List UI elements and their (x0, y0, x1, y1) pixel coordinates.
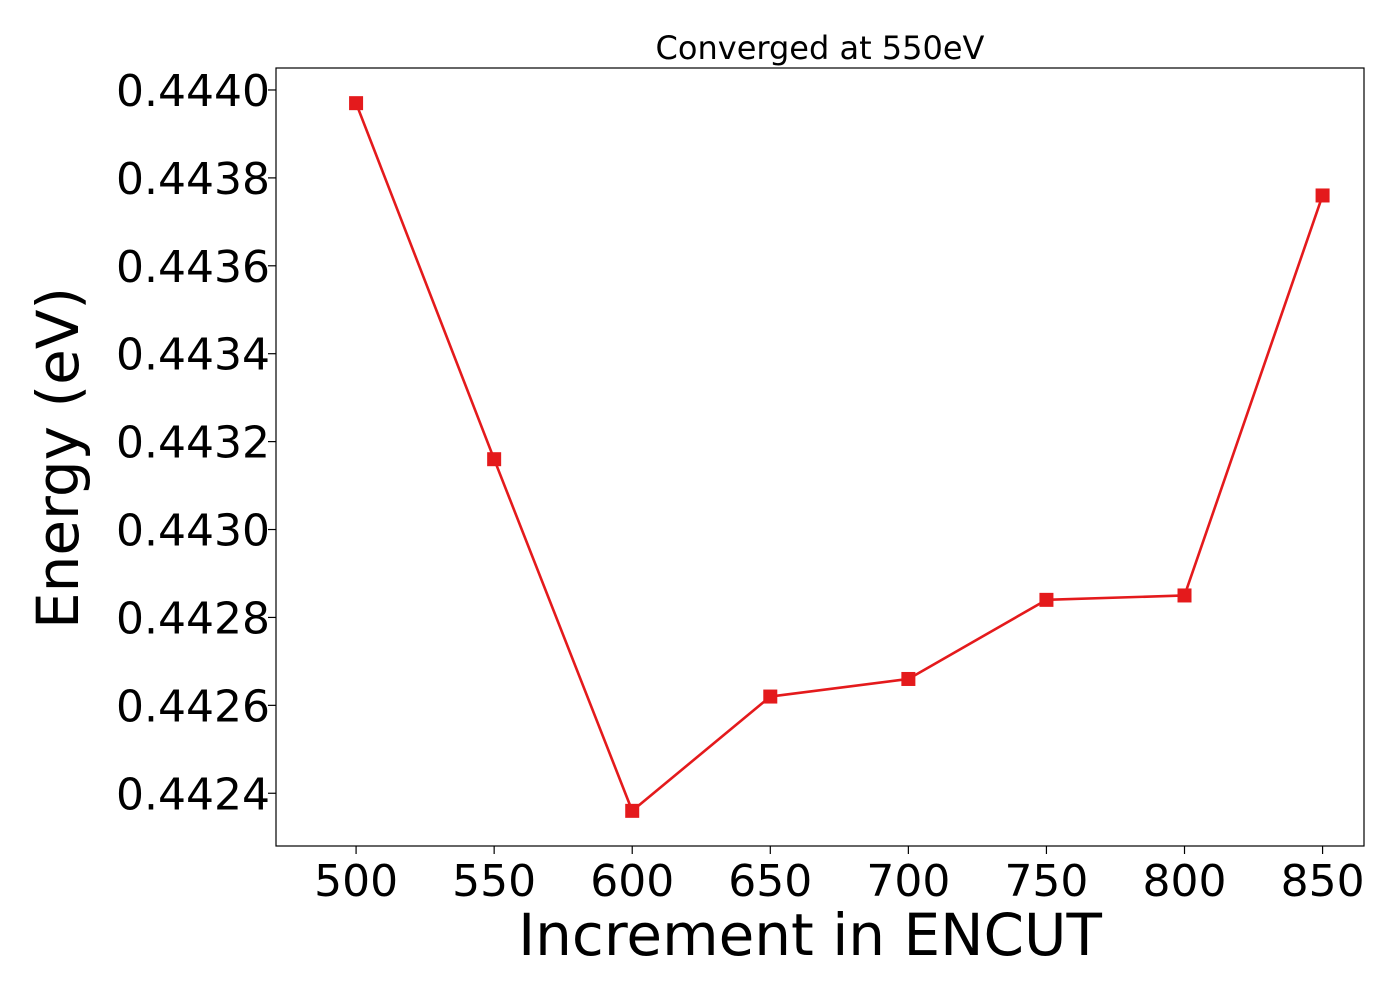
y-tick-label: 0.4440 (116, 66, 270, 117)
data-point (1039, 592, 1054, 607)
y-tick-label: 0.4424 (116, 769, 270, 820)
y-axis-label: Energy (eV) (24, 287, 92, 629)
y-tick-label: 0.4432 (116, 418, 270, 469)
data-point (763, 689, 778, 704)
x-tick-label: 650 (728, 856, 812, 907)
data-point (487, 452, 502, 467)
y-tick-label: 0.4426 (116, 681, 270, 732)
data-point (625, 803, 640, 818)
x-tick-label: 750 (1004, 856, 1088, 907)
x-tick-label: 500 (314, 856, 398, 907)
plot-frame (275, 67, 1365, 847)
data-point (901, 671, 916, 686)
x-tick-label: 800 (1143, 856, 1227, 907)
y-tick-label: 0.4438 (116, 154, 270, 205)
data-point (1315, 188, 1330, 203)
y-axis-ticks: 0.4424 0.4426 0.4428 0.4430 0.4432 0.4434 0.44… (116, 66, 276, 820)
x-tick-label: 550 (452, 856, 536, 907)
x-tick-label: 600 (590, 856, 674, 907)
y-tick-label: 0.4434 (116, 330, 270, 381)
x-tick-label: 700 (866, 856, 950, 907)
series-line (354, 102, 1324, 813)
data-point (349, 96, 364, 111)
data-point (1177, 588, 1192, 603)
y-tick-label: 0.4430 (116, 506, 270, 557)
x-axis-ticks: 500 550 600 650 700 750 800 850 (314, 846, 1365, 907)
plot-area: 500 550 600 650 700 750 800 850 0.44240.44260.4… (116, 66, 1365, 907)
chart-title: Converged at 550eV (656, 29, 985, 67)
y-tick-label: 0.4428 (116, 593, 270, 644)
series-layer (349, 96, 1330, 818)
x-axis-label: Increment in ENCUT (518, 901, 1102, 969)
y-tick-label: 0.4436 (116, 242, 270, 293)
x-tick-label: 850 (1281, 856, 1365, 907)
